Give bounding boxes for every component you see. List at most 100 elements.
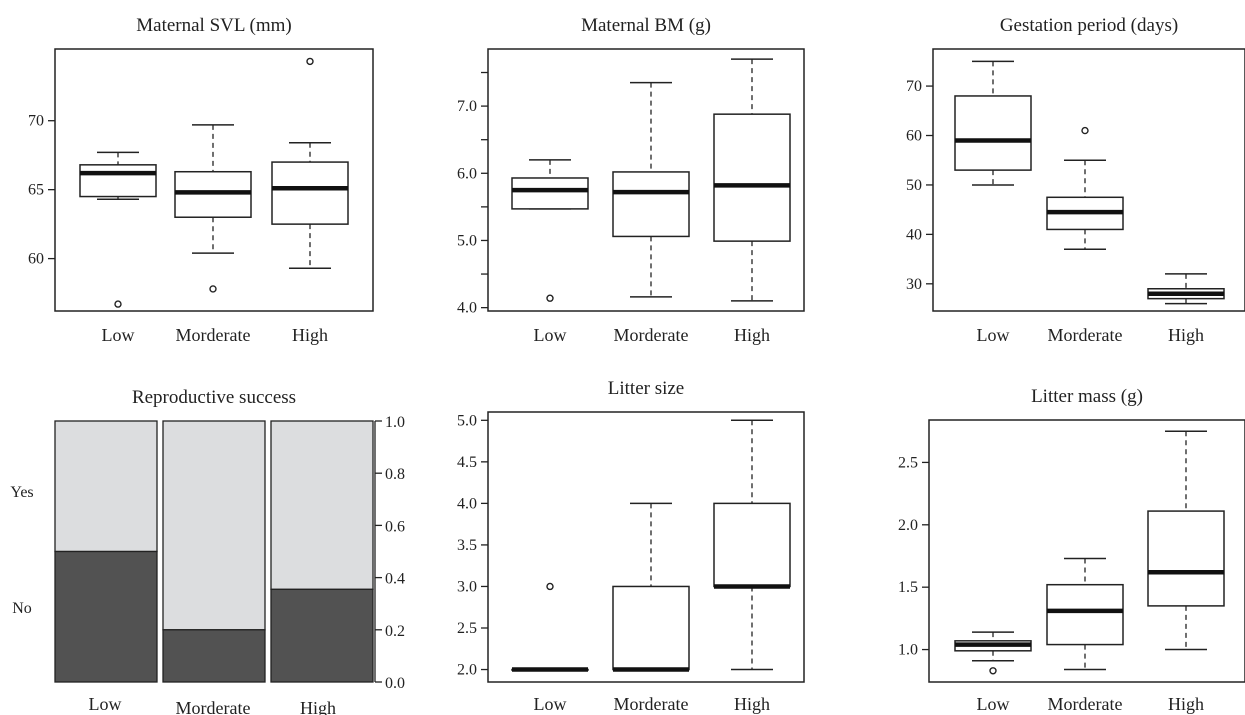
y-tick-label: 65	[28, 182, 44, 199]
chart-title: Maternal SVL (mm)	[136, 15, 291, 36]
iqr-box	[612, 171, 690, 238]
category-label: High	[734, 325, 770, 345]
y-tick-label: 7.0	[457, 98, 477, 115]
category-label: Morderate	[614, 694, 689, 714]
plot-frame	[54, 48, 374, 312]
box-low	[954, 60, 1032, 186]
y-tick-label: 70	[906, 78, 922, 95]
y-tick-label: 0.6	[385, 518, 405, 535]
plot-frame	[487, 48, 805, 312]
y-tick-label: 50	[906, 177, 922, 194]
category-label: High	[300, 698, 336, 715]
chart-title: Litter size	[608, 378, 685, 399]
outlier-point	[546, 582, 554, 591]
y-tick-label: 3.5	[457, 537, 477, 554]
outlier-point	[546, 294, 554, 302]
y-tick-label: 1.0	[385, 414, 405, 431]
box-morderate	[612, 81, 690, 298]
box-high	[271, 57, 349, 270]
outlier-point	[306, 57, 314, 66]
iqr-box	[511, 177, 589, 210]
y-tick-label: 0.4	[385, 571, 405, 588]
y-tick-label: 4.0	[457, 495, 477, 512]
y-tick-label: 4.0	[457, 300, 477, 317]
box-high	[713, 419, 791, 671]
category-label: High	[1168, 694, 1204, 714]
chart-panel-6: Litter mass (g) Low Morderate High 1.0 1.5 2.0…	[898, 386, 1245, 714]
chart-panel-3: Gestation period (days) Low Morderate High 3…	[906, 15, 1245, 345]
chart-panel-4: Reproductive success Low Morderate High 0.0 0…	[10, 387, 405, 715]
chart-title: Litter mass (g)	[1031, 386, 1143, 407]
box-low	[79, 151, 157, 308]
y-tick-label: 6.0	[457, 165, 477, 182]
category-label: Low	[89, 694, 122, 714]
no-segment	[270, 588, 374, 683]
row-label-no: No	[12, 600, 32, 617]
yes-segment	[270, 420, 374, 590]
chart-panel-5: Litter size Low Morderate High 2.0 2.5 3.0 3.5 4…	[457, 378, 805, 714]
box-low	[511, 159, 589, 302]
category-label: Morderate	[1048, 325, 1123, 345]
category-label: Morderate	[1048, 694, 1123, 714]
box-morderate	[1046, 557, 1124, 671]
plot-frame	[487, 411, 805, 683]
iqr-box	[79, 164, 157, 198]
plot-frame	[928, 419, 1245, 683]
category-label: Low	[977, 694, 1010, 714]
box-morderate	[612, 502, 690, 672]
outlier-point	[114, 300, 122, 308]
chart-title: Gestation period (days)	[1000, 15, 1178, 36]
box-high	[713, 58, 791, 302]
y-tick-label: 70	[28, 113, 44, 130]
outlier-point	[989, 667, 997, 675]
outlier-point	[209, 285, 217, 293]
category-label: Morderate	[176, 325, 251, 345]
plot-frame	[932, 48, 1245, 312]
yes-segment	[162, 420, 266, 631]
category-label: Low	[534, 694, 567, 714]
category-label: Low	[534, 325, 567, 345]
y-tick-label: 0.2	[385, 623, 405, 640]
y-tick-label: 2.0	[457, 662, 477, 679]
iqr-box	[1046, 583, 1124, 646]
y-tick-label: 0.0	[385, 675, 405, 692]
iqr-box	[713, 502, 791, 588]
chart-panel-2: Maternal BM (g) Low Morderate High 4.0 5.0 6.0…	[457, 15, 805, 345]
box-high	[1147, 430, 1225, 651]
mosaic-column-low	[54, 420, 158, 683]
y-tick-label: 0.8	[385, 466, 405, 483]
y-tick-label: 60	[28, 251, 44, 268]
y-tick-label: 1.5	[898, 579, 918, 596]
category-label: Low	[977, 325, 1010, 345]
iqr-box	[713, 113, 791, 242]
chart-title: Reproductive success	[132, 387, 296, 408]
y-tick-label: 5.0	[457, 232, 477, 249]
mosaic-column-high	[270, 420, 374, 683]
box-morderate	[174, 124, 252, 293]
iqr-box	[271, 161, 349, 225]
category-label: High	[734, 694, 770, 714]
category-label: High	[292, 325, 328, 345]
iqr-box	[1147, 510, 1225, 607]
no-segment	[162, 629, 266, 683]
outlier-point	[1081, 126, 1089, 135]
y-tick-label: 60	[906, 128, 922, 145]
y-tick-label: 2.0	[898, 517, 918, 534]
mosaic-column-morderate	[162, 420, 266, 683]
box-morderate	[1046, 126, 1124, 250]
category-label: Morderate	[176, 698, 251, 715]
category-label: Morderate	[614, 325, 689, 345]
y-tick-label: 5.0	[457, 412, 477, 429]
chart-title: Maternal BM (g)	[581, 15, 711, 36]
iqr-box	[612, 585, 690, 671]
y-tick-label: 2.5	[457, 620, 477, 637]
chart-panel-1: Maternal SVL (mm) Low Morderate High 60 65 70	[28, 15, 374, 345]
no-segment	[54, 550, 158, 683]
box-low	[511, 582, 589, 672]
row-label-yes: Yes	[10, 484, 33, 501]
yes-segment	[54, 420, 158, 553]
y-tick-label: 40	[906, 226, 922, 243]
y-tick-label: 1.0	[898, 642, 918, 659]
y-tick-label: 3.0	[457, 578, 477, 595]
